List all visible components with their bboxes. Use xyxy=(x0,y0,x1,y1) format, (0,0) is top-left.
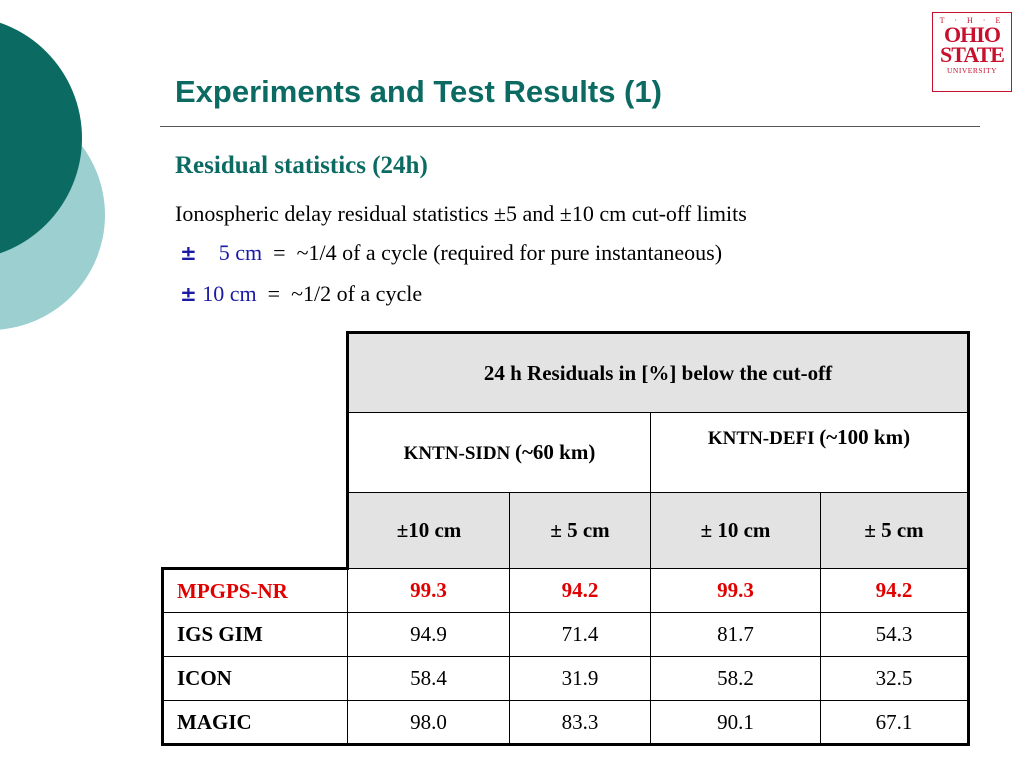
row-label: IGS GIM xyxy=(161,612,348,657)
plus-minus-icon: ± xyxy=(180,241,197,265)
bullet-text: ~1/4 of a cycle (required for pure insta… xyxy=(296,240,723,265)
bullet-5cm: ± 5 cm = ~1/4 of a cycle (required for p… xyxy=(180,240,722,266)
cutoff-cell: ± 5 cm xyxy=(509,492,651,569)
table-header: 24 h Residuals in [%] below the cut-off xyxy=(346,331,970,413)
row-label: MPGPS-NR xyxy=(161,567,348,613)
baseline-name: KNTN-DEFI xyxy=(707,428,815,449)
table-cell: 98.0 xyxy=(347,700,510,746)
bullet-equals: = xyxy=(273,240,286,265)
baseline-distance: (~60 km) xyxy=(515,440,596,464)
logo-state: STATE xyxy=(940,42,1005,67)
slide-title: Experiments and Test Results (1) xyxy=(175,74,662,109)
table-cell: 99.3 xyxy=(347,568,510,613)
bullet-value: 10 cm xyxy=(202,281,257,306)
university-logo: T · H · E OHIO STATE UNIVERSITY xyxy=(932,12,1012,92)
table-cell: 54.3 xyxy=(820,612,970,657)
row-label: MAGIC xyxy=(161,700,348,746)
table-row: ICON 58.4 31.9 58.2 32.5 xyxy=(161,656,970,701)
section-subtitle: Residual statistics (24h) xyxy=(175,152,428,179)
cutoff-cell: ±10 cm xyxy=(346,492,510,569)
table-row: MPGPS-NR 99.3 94.2 99.3 94.2 xyxy=(161,567,970,613)
intro-text: Ionospheric delay residual statistics ±5… xyxy=(175,201,747,226)
table-cell: 94.2 xyxy=(820,568,970,613)
logo-university: UNIVERSITY xyxy=(947,66,997,75)
logo-the: T · H · E xyxy=(939,16,1005,25)
baseline-name: KNTN-SIDN xyxy=(403,443,511,464)
table-cell: 58.4 xyxy=(347,656,510,701)
table-cell: 90.1 xyxy=(650,700,821,746)
baseline-kntn-sidn: KNTN-SIDN (~60 km) xyxy=(346,412,651,493)
cutoff-cell: ± 5 cm xyxy=(820,492,970,569)
row-label: ICON xyxy=(161,656,348,701)
cutoff-cell: ± 10 cm xyxy=(650,492,821,569)
logo-ohio: OHIO xyxy=(944,22,1001,47)
table-cell: 58.2 xyxy=(650,656,821,701)
bullet-value: 5 cm xyxy=(218,240,263,265)
table-cell: 94.2 xyxy=(509,568,651,613)
cutoff-row: ±10 cm ± 5 cm ± 10 cm ± 5 cm xyxy=(163,492,970,569)
table-header-row: 24 h Residuals in [%] below the cut-off xyxy=(163,331,970,413)
plus-minus-icon: ± xyxy=(180,282,197,306)
bullet-10cm: ± 10 cm = ~1/2 of a cycle xyxy=(180,281,422,307)
table-cell: 81.7 xyxy=(650,612,821,657)
table-cell: 31.9 xyxy=(509,656,651,701)
table-cell: 32.5 xyxy=(820,656,970,701)
table-cell: 67.1 xyxy=(820,700,970,746)
table-row: IGS GIM 94.9 71.4 81.7 54.3 xyxy=(161,612,970,657)
table-cell: 71.4 xyxy=(509,612,651,657)
baseline-distance: (~100 km) xyxy=(819,425,911,449)
table-cell: 94.9 xyxy=(347,612,510,657)
table-cell: 99.3 xyxy=(650,568,821,613)
baseline-kntn-defi: KNTN-DEFI (~100 km) xyxy=(650,412,970,493)
table-cell: 83.3 xyxy=(509,700,651,746)
residuals-table: 24 h Residuals in [%] below the cut-off … xyxy=(161,331,970,746)
dark-teal-circle xyxy=(0,22,82,254)
table-row: MAGIC 98.0 83.3 90.1 67.1 xyxy=(161,700,970,746)
decorative-circles xyxy=(0,22,105,330)
bullet-text: ~1/2 of a cycle xyxy=(291,281,423,306)
baseline-row: KNTN-SIDN (~60 km) KNTN-DEFI (~100 km) xyxy=(163,412,970,493)
bullet-equals: = xyxy=(267,281,281,306)
title-divider xyxy=(160,126,980,127)
